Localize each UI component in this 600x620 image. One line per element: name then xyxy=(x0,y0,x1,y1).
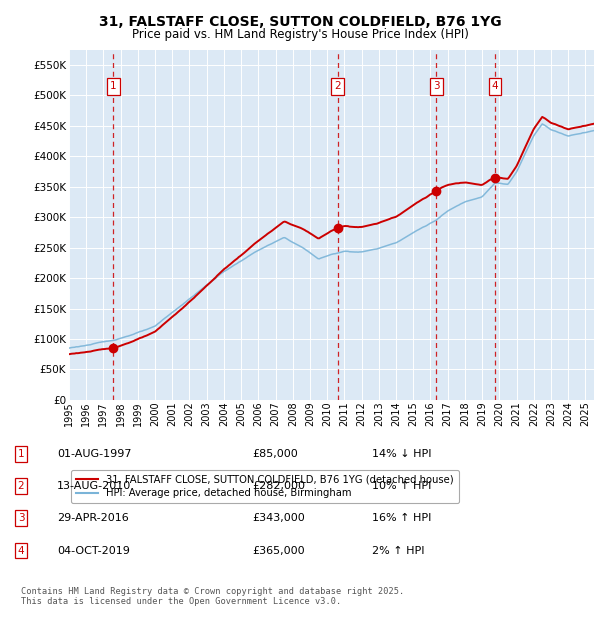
Text: 4: 4 xyxy=(17,546,25,556)
Text: 2: 2 xyxy=(335,81,341,91)
Text: 01-AUG-1997: 01-AUG-1997 xyxy=(57,449,131,459)
Text: 13-AUG-2010: 13-AUG-2010 xyxy=(57,481,131,491)
Text: £365,000: £365,000 xyxy=(252,546,305,556)
Text: Price paid vs. HM Land Registry's House Price Index (HPI): Price paid vs. HM Land Registry's House … xyxy=(131,28,469,41)
Text: 29-APR-2016: 29-APR-2016 xyxy=(57,513,129,523)
Text: 3: 3 xyxy=(433,81,439,91)
Text: £343,000: £343,000 xyxy=(252,513,305,523)
Text: 2: 2 xyxy=(17,481,25,491)
Text: 10% ↑ HPI: 10% ↑ HPI xyxy=(372,481,431,491)
Text: 2% ↑ HPI: 2% ↑ HPI xyxy=(372,546,425,556)
Text: 14% ↓ HPI: 14% ↓ HPI xyxy=(372,449,431,459)
Text: 1: 1 xyxy=(110,81,117,91)
Text: £282,000: £282,000 xyxy=(252,481,305,491)
Text: £85,000: £85,000 xyxy=(252,449,298,459)
Text: 31, FALSTAFF CLOSE, SUTTON COLDFIELD, B76 1YG: 31, FALSTAFF CLOSE, SUTTON COLDFIELD, B7… xyxy=(98,16,502,30)
Legend: 31, FALSTAFF CLOSE, SUTTON COLDFIELD, B76 1YG (detached house), HPI: Average pri: 31, FALSTAFF CLOSE, SUTTON COLDFIELD, B7… xyxy=(71,470,459,503)
Text: Contains HM Land Registry data © Crown copyright and database right 2025.
This d: Contains HM Land Registry data © Crown c… xyxy=(21,587,404,606)
Text: 16% ↑ HPI: 16% ↑ HPI xyxy=(372,513,431,523)
Text: 04-OCT-2019: 04-OCT-2019 xyxy=(57,546,130,556)
Text: 4: 4 xyxy=(492,81,499,91)
Text: 3: 3 xyxy=(17,513,25,523)
Text: 1: 1 xyxy=(17,449,25,459)
